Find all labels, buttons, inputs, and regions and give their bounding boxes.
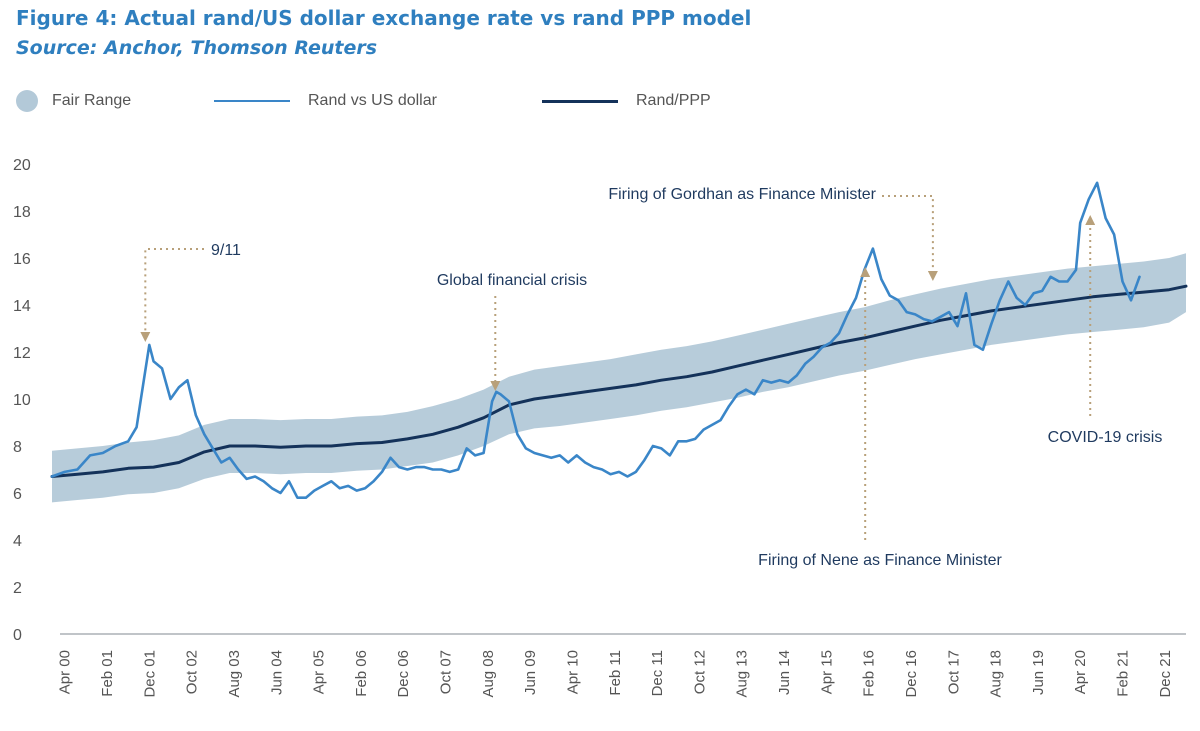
annotation-arrow-gordhan (882, 195, 938, 281)
x-tick-label: Dec 01 (141, 650, 158, 698)
x-tick-label: Dec 16 (903, 650, 920, 698)
x-tick-label: Oct 07 (438, 650, 455, 694)
x-tick-label: Apr 20 (1072, 650, 1089, 694)
fair-range-area (52, 253, 1186, 503)
fair-range-band (52, 253, 1186, 503)
rand-ppp-line (50, 284, 1188, 478)
y-tick-label: 10 (13, 392, 31, 409)
y-tick-label: 12 (13, 345, 31, 362)
y-tick-label: 16 (13, 251, 31, 268)
x-tick-label: Jun 09 (522, 650, 539, 695)
x-tick-label: Feb 11 (607, 650, 624, 696)
x-tick-label: Apr 10 (565, 650, 582, 694)
legend-label-fair-range: Fair Range (52, 92, 132, 109)
y-tick-label: 2 (13, 580, 22, 597)
annotation-label: 9/11 (211, 242, 241, 259)
chart-title: Figure 4: Actual rand/US dollar exchange… (16, 6, 752, 30)
x-tick-label: Feb 06 (353, 650, 370, 697)
x-tick-label: Jun 04 (268, 650, 285, 695)
x-axis: Apr 00 Feb 01 Dec 01 Oct 02 Aug 03 Jun 04 Apr … (57, 633, 1186, 698)
legend-item-rand-usd: Rand vs US dollar (214, 88, 437, 114)
y-axis: 0 2 4 6 8 10 12 14 16 18 20 (13, 157, 31, 644)
x-tick-label: Jun 14 (776, 650, 793, 695)
annotation-label: Global financial crisis (437, 272, 587, 289)
y-tick-label: 6 (13, 486, 22, 503)
annotation-label: Firing of Nene as Finance Minister (758, 552, 1002, 569)
annotations: 9/11 Global financial crisis Firing of Nen… (140, 186, 1163, 569)
x-tick-label: Oct 02 (184, 650, 201, 694)
x-tick-label: Apr 05 (311, 650, 328, 694)
legend-item-rand-ppp: Rand/PPP (542, 88, 711, 114)
annotation-label: COVID-19 crisis (1048, 429, 1163, 446)
legend-label-rand-usd: Rand vs US dollar (308, 92, 437, 109)
legend-item-fair-range: Fair Range (16, 88, 131, 114)
annotation-arrow-911 (140, 248, 204, 342)
y-tick-label: 20 (13, 157, 31, 174)
y-tick-label: 0 (13, 627, 22, 644)
rand-usd-line (50, 181, 1141, 499)
annotation-label: Firing of Gordhan as Finance Minister (608, 186, 876, 203)
x-tick-label: Dec 21 (1157, 650, 1174, 698)
x-tick-label: Dec 11 (649, 650, 666, 696)
x-tick-label: Aug 18 (988, 650, 1005, 698)
chart-legend: Fair Range Rand vs US dollar Rand/PPP (0, 88, 1200, 114)
x-tick-label: Oct 12 (691, 650, 708, 694)
x-tick-label: Aug 13 (734, 650, 751, 698)
x-tick-label: Feb 21 (1115, 650, 1132, 697)
x-tick-label: Apr 15 (818, 650, 835, 694)
x-tick-label: Feb 16 (861, 650, 878, 697)
legend-label-rand-ppp: Rand/PPP (636, 92, 711, 109)
x-tick-label: Oct 17 (945, 650, 962, 694)
y-tick-label: 18 (13, 204, 31, 221)
x-tick-label: Apr 00 (57, 650, 74, 694)
rand-usd-series (50, 181, 1141, 499)
x-tick-label: Aug 03 (226, 650, 243, 698)
x-tick-label: Dec 06 (395, 650, 412, 698)
chart-subtitle: Source: Anchor, Thomson Reuters (16, 37, 378, 59)
x-tick-label: Aug 08 (480, 650, 497, 698)
y-tick-label: 8 (13, 439, 22, 456)
fair-range-swatch (16, 90, 38, 112)
rand-ppp-series (50, 284, 1188, 478)
x-tick-label: Feb 01 (99, 650, 116, 697)
rand-ppp-swatch (542, 99, 618, 103)
rand-usd-swatch (214, 100, 290, 102)
x-tick-label: Jun 19 (1030, 650, 1047, 695)
y-tick-label: 4 (13, 533, 22, 550)
y-tick-label: 14 (13, 298, 31, 315)
